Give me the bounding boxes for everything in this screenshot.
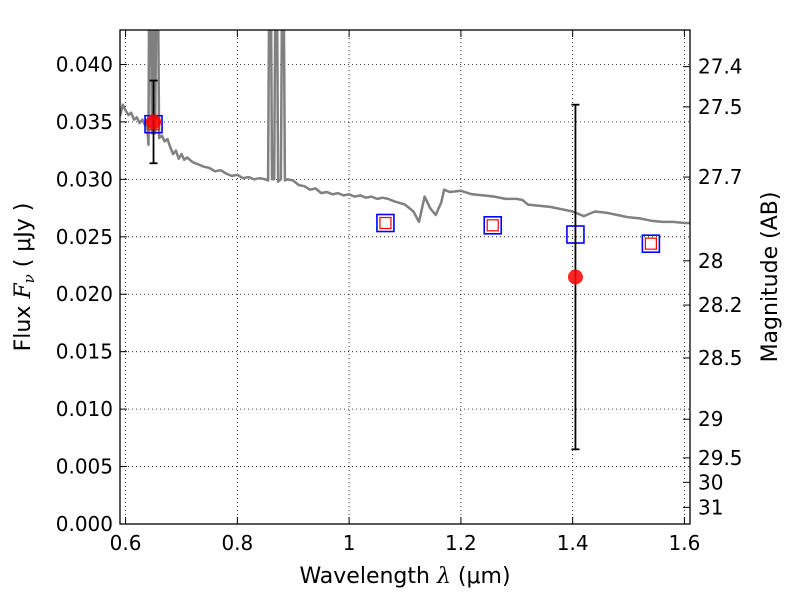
x-tick-label: 1.4 [557,531,589,555]
right-tick-label: 30 [698,470,723,494]
x-tick-label: 0.8 [221,531,253,555]
y-tick-label: 0.015 [56,340,113,364]
model-photometry-square [376,213,395,233]
y-tick-label: 0.010 [56,397,113,421]
x-axis-label: Wavelength λ (μm) [299,564,510,589]
right-tick-label: 27.5 [698,95,743,119]
model-spectrum-line [120,30,690,225]
tick-marks [120,30,690,525]
model-photometry-square [483,216,503,235]
observed-flux-point [146,114,162,130]
filter-photometry-square [644,237,657,250]
right-tick-label: 29 [698,407,723,431]
y-tick-label: 0.000 [56,512,113,536]
y-tick-label: 0.035 [56,110,113,134]
filter-photometry-square [379,216,392,230]
x-tick-label: 1.2 [445,531,477,555]
y-tick-label: 0.030 [56,167,113,191]
right-axis-label: Magnitude (AB) [758,192,783,363]
y-tick-label: 0.025 [56,225,113,249]
right-tick-label: 28.5 [698,346,743,370]
right-tick-label: 28 [698,249,723,273]
y-axis-label: Flux Fν ( μJy ) [11,203,38,352]
y-tick-label: 0.005 [56,455,113,479]
y-tick-label: 0.020 [56,282,113,306]
observed-flux-point [567,269,583,285]
filter-photometry-square [486,219,499,232]
right-tick-label: 31 [698,495,723,519]
y-tick-label: 0.040 [56,52,113,76]
data-layer [120,30,690,451]
x-tick-label: 1.6 [669,531,701,555]
right-tick-label: 28.2 [698,293,743,317]
right-tick-label: 29.5 [698,446,743,470]
right-tick-label: 27.7 [698,165,743,189]
x-tick-label: 1 [343,531,356,555]
x-tick-label: 0.6 [110,531,142,555]
right-tick-label: 27.4 [698,55,743,79]
plot-frame [119,29,691,525]
model-photometry-square [641,234,661,253]
